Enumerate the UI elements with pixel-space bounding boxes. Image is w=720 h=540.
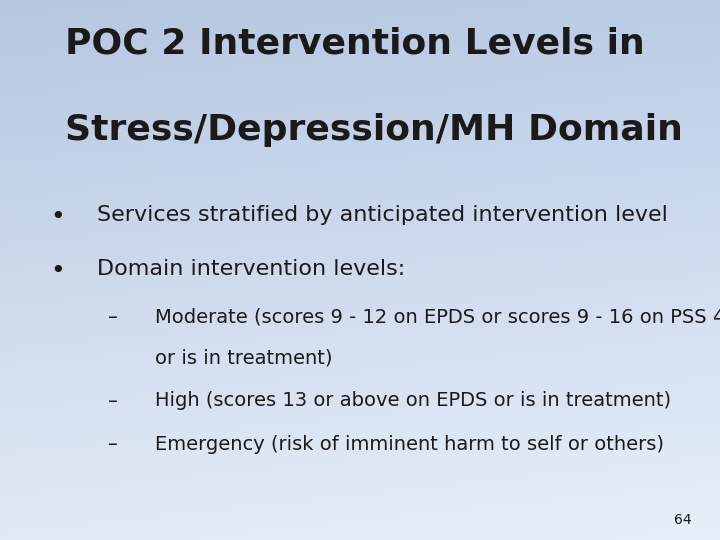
Text: –: – — [108, 392, 118, 410]
Text: •: • — [50, 205, 65, 229]
Text: Moderate (scores 9 - 12 on EPDS or scores 9 - 16 on PSS 4: Moderate (scores 9 - 12 on EPDS or score… — [155, 308, 720, 327]
Text: High (scores 13 or above on EPDS or is in treatment): High (scores 13 or above on EPDS or is i… — [155, 392, 671, 410]
Text: Emergency (risk of imminent harm to self or others): Emergency (risk of imminent harm to self… — [155, 435, 664, 454]
Text: –: – — [108, 308, 118, 327]
Text: 64: 64 — [674, 512, 691, 526]
Text: Stress/Depression/MH Domain: Stress/Depression/MH Domain — [65, 113, 683, 147]
Text: Services stratified by anticipated intervention level: Services stratified by anticipated inter… — [97, 205, 668, 225]
Text: POC 2 Intervention Levels in: POC 2 Intervention Levels in — [65, 27, 644, 61]
Text: –: – — [108, 435, 118, 454]
Text: •: • — [50, 259, 65, 283]
Text: or is in treatment): or is in treatment) — [155, 348, 333, 367]
Text: Domain intervention levels:: Domain intervention levels: — [97, 259, 405, 279]
